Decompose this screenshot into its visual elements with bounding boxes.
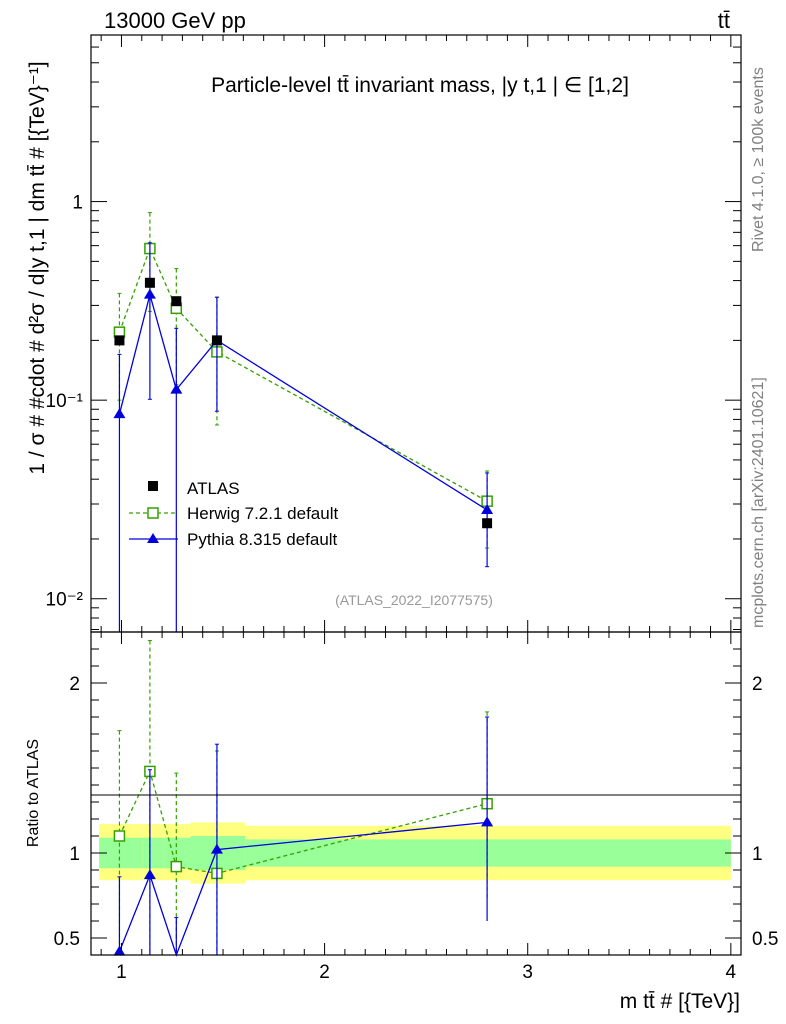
mcplots-reference-label: mcplots.cern.ch [arXiv:2401.10621] (750, 377, 767, 628)
atlas-data-point (144, 277, 155, 288)
main-y-tick-label: 10⁻¹ (46, 391, 84, 412)
ratio-y-tick-label-right: 0.5 (752, 929, 778, 950)
atlas-data-point (114, 335, 125, 346)
pythia-main-point (481, 503, 494, 514)
atlas-data-point (482, 518, 493, 529)
pythia-main-line (118, 292, 488, 511)
plot-title: Particle-level tt̄ invariant mass, |y t,… (211, 74, 629, 97)
x-tick-label: 2 (319, 962, 330, 983)
main-y-tick-label: 1 (72, 193, 83, 214)
legend-pythia-label: Pythia 8.315 default (187, 530, 338, 549)
pythia-ratio-point (113, 945, 126, 956)
x-tick-label: 1 (116, 962, 127, 983)
rivet-version-label: Rivet 4.1.0, ≥ 100k events (750, 67, 767, 252)
ratio-y-tick-label-right: 2 (752, 674, 763, 695)
atlas-data-point (211, 335, 222, 346)
ratio-panel-frame (90, 631, 742, 956)
energy-label: 13000 GeV pp (104, 8, 246, 33)
herwig-main-line (118, 246, 488, 502)
pythia-main-point (113, 408, 126, 419)
axes: 1 2 3 4 10⁻² 10⁻¹ 1 0.5 0.5 1 1 2 2 (46, 35, 778, 983)
legend: ATLAS Herwig 7.2.1 default Pythia 8.315 … (129, 479, 338, 549)
legend-herwig-label: Herwig 7.2.1 default (187, 504, 338, 523)
legend-atlas-marker (148, 481, 158, 491)
herwig-ratio-point (170, 860, 183, 873)
process-label: tt̄ (718, 8, 730, 33)
legend-atlas-label: ATLAS (187, 479, 240, 498)
x-tick-label: 3 (522, 962, 533, 983)
herwig-ratio-point (113, 830, 126, 842)
ratio-y-tick-label-left: 1 (69, 844, 80, 865)
ratio-y-tick-label-right: 1 (752, 844, 763, 865)
x-axis-title: m tt̄ # [{TeV}] (620, 990, 740, 1013)
main-y-tick-label: 10⁻² (46, 590, 84, 611)
pythia-ratio-point (481, 816, 494, 827)
atlas-data-point (171, 296, 182, 307)
ratio-band-inner-bin (245, 839, 731, 867)
pythia-main-point (170, 383, 183, 394)
pythia-ratio-point (210, 843, 223, 854)
ratio-y-axis-title: Ratio to ATLAS (25, 739, 42, 847)
ratio-y-tick-label-left: 2 (69, 674, 80, 695)
x-tick-label: 4 (726, 962, 737, 983)
ratio-band-inner-bin (142, 837, 165, 869)
legend-pythia-marker (147, 533, 159, 543)
analysis-watermark: (ATLAS_2022_I2077575) (335, 592, 493, 608)
y-axis-title: 1 / σ # #cdot # d²σ / d|y t,1 | dm tt̄ #… (26, 61, 49, 474)
pythia-ratio-point (143, 869, 156, 880)
pythia-main-point (143, 288, 156, 299)
ratio-y-tick-label-left: 0.5 (54, 929, 80, 950)
legend-herwig-marker (147, 507, 159, 519)
ratio-uncertainty-band (99, 822, 731, 884)
